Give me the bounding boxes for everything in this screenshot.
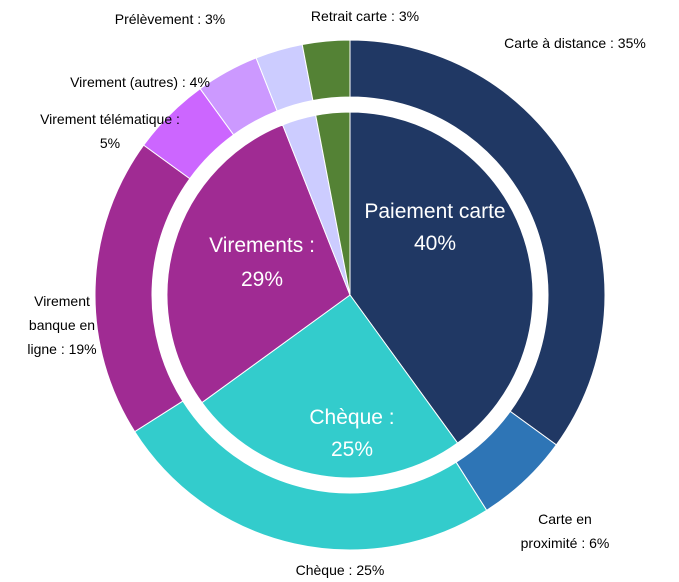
data-label: Chèque :25% (309, 406, 394, 461)
data-label: Virement banque en ligne : 19% (27, 293, 96, 357)
data-label: Paiement carte 40% (364, 200, 505, 255)
outer-segment (301, 39, 351, 102)
data-label: Virement (autres) : 4% (70, 74, 210, 90)
data-label: Chèque : 25% (296, 562, 385, 578)
inner-slice (201, 294, 459, 479)
data-label: Retrait carte : 3% (311, 8, 419, 24)
data-label: Prélèvement : 3% (115, 11, 226, 27)
data-label: Carte en proximité : 6% (521, 511, 610, 551)
data-label: Virements :29% (209, 234, 315, 291)
inner-slice (349, 111, 534, 444)
data-label: Carte à distance : 35% (504, 35, 646, 51)
outer-segment (349, 39, 606, 446)
inner-slice (315, 111, 351, 296)
data-label: Virement télématique :5% (40, 111, 180, 151)
inner-slice (166, 124, 351, 404)
